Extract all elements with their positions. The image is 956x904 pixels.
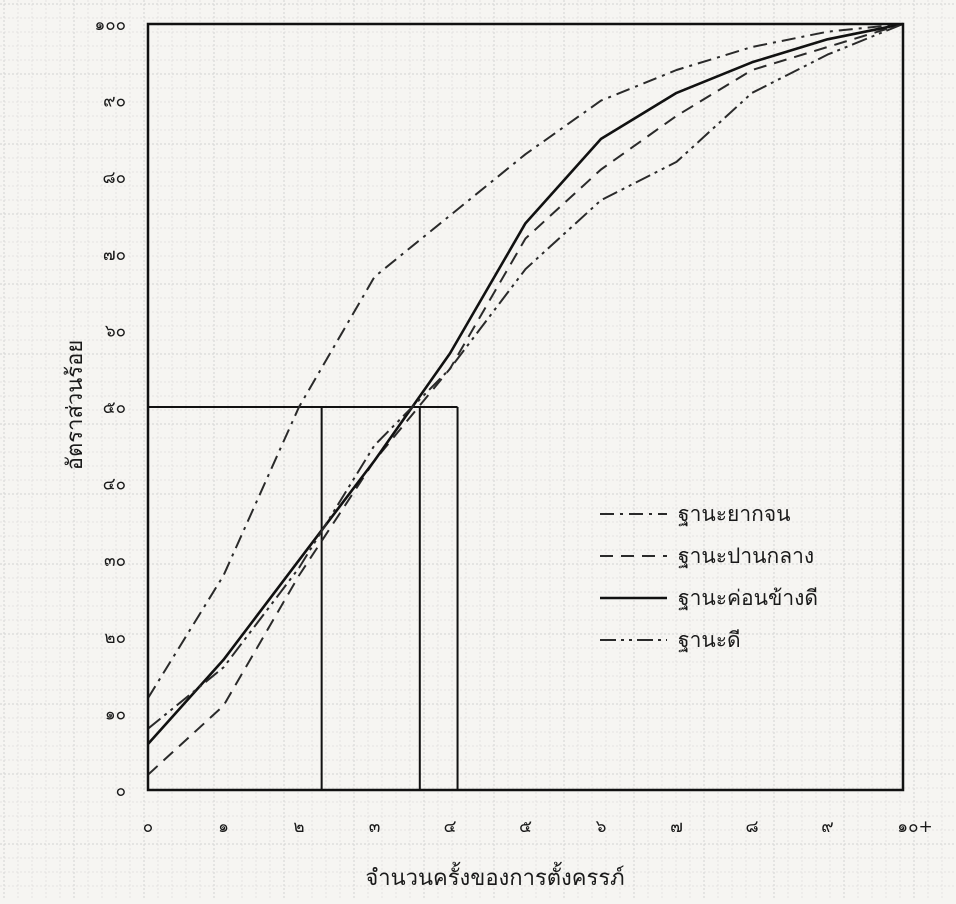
y-tick-label: ๖๐ [105, 321, 126, 341]
legend-label-2: ฐานะปานกลาง [678, 544, 814, 568]
series-line-2 [147, 23, 904, 776]
y-tick-label: ๒๐ [104, 628, 126, 648]
x-tick-label: ๑๐+ [897, 817, 932, 837]
y-axis-ticks: ๐ ๑๐ ๒๐ ๓๐ ๔๐ ๕๐ ๖๐ ๗๐ ๘๐ ๙๐ ๑๐๐ [94, 15, 126, 801]
x-axis-title: จำนวนครั้งของการตั้งครรภ์ [365, 862, 624, 891]
x-tick-label: ๗ [670, 817, 683, 837]
x-tick-label: ๐ [143, 817, 153, 837]
y-tick-label: ๙๐ [103, 92, 126, 112]
x-tick-label: ๒ [293, 817, 304, 837]
series [147, 22, 904, 776]
y-tick-label: ๗๐ [103, 245, 126, 265]
y-tick-label: ๑๐๐ [94, 15, 126, 35]
series-line-4 [147, 23, 904, 730]
y-tick-label: ๔๐ [103, 475, 126, 495]
y-tick-label: ๓๐ [104, 551, 126, 571]
x-tick-label: ๖ [596, 817, 607, 837]
x-tick-label: ๕ [519, 817, 532, 837]
x-axis-ticks: ๐ ๑ ๒ ๓ ๔ ๕ ๖ ๗ ๘ ๙ ๑๐+ [143, 817, 933, 837]
y-tick-label: ๐ [116, 781, 126, 801]
reference-lines [148, 406, 459, 790]
x-tick-label: ๑ [218, 817, 229, 837]
x-tick-label: ๓ [369, 817, 381, 837]
x-tick-label: ๙ [821, 817, 833, 837]
y-axis-title: อัตราส่วนร้อย [63, 340, 88, 470]
y-tick-label: ๘๐ [103, 168, 127, 188]
y-tick-label: ๑๐ [105, 704, 126, 724]
legend-label-1: ฐานะยากจน [678, 502, 791, 526]
y-tick-label: ๕๐ [103, 398, 126, 418]
legend-label-3: ฐานะค่อนข้างดี [678, 586, 818, 610]
series-line-3 [147, 22, 904, 745]
legend-label-4: ฐานะดี [678, 628, 741, 652]
x-tick-label: ๘ [745, 817, 758, 837]
series-line-1 [147, 23, 904, 699]
x-tick-label: ๔ [444, 817, 457, 837]
plot-frame [146, 22, 905, 792]
